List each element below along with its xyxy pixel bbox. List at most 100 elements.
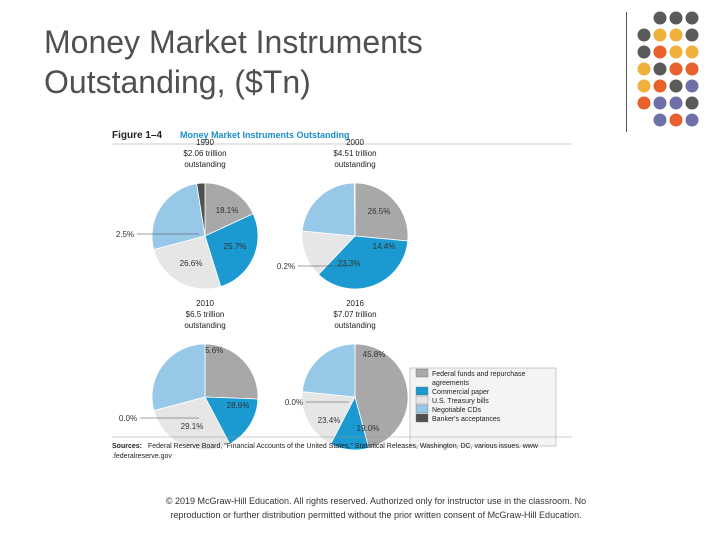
pie-2000: 2000$4.51 trillionoutstanding26.5%35.6%1…	[277, 138, 409, 290]
legend-box	[409, 367, 557, 447]
pie-year-label: 1990	[196, 138, 214, 147]
figure-title: Money Market Instruments Outstanding	[180, 130, 350, 140]
pie-slice	[301, 182, 356, 237]
decorative-dot	[685, 96, 699, 110]
legend-swatch	[415, 386, 429, 396]
pie-slice	[204, 396, 259, 445]
pie-data-label: 0.2%	[277, 262, 295, 271]
decorative-dot-grid	[637, 11, 699, 127]
legend-label: agreements	[432, 380, 469, 387]
copyright-notice: © 2019 McGraw-Hill Education. All rights…	[110, 494, 642, 522]
pie-data-label: 28.6%	[227, 401, 250, 410]
pie-slice	[317, 235, 409, 290]
legend-label: U.S. Treasury bills	[432, 398, 489, 405]
figure-label: Figure 1–4	[112, 130, 162, 141]
pie-total-label: $4.51 trillion	[333, 149, 376, 158]
pie-data-label: 25.7%	[224, 242, 247, 251]
legend-label: Banker's acceptances	[432, 416, 501, 423]
pie-total-label: $2.06 trillion	[183, 149, 226, 158]
pie-slice	[354, 343, 409, 449]
decorative-dot	[669, 11, 683, 25]
decorative-dot	[637, 96, 651, 110]
pie-data-label: 45.8%	[363, 350, 386, 359]
decorative-dot	[685, 62, 699, 76]
pie-slice	[204, 213, 259, 288]
pie-data-label: 0.0%	[119, 414, 137, 423]
pie-total-label: $7.07 trillion	[333, 310, 376, 319]
pie-slice	[153, 235, 222, 290]
pie-data-label: 26.5%	[368, 207, 391, 216]
pie-year-label: 2010	[196, 299, 214, 308]
legend-swatch	[415, 404, 429, 414]
pie-data-label: 25.6%	[201, 346, 224, 355]
decorative-dot	[669, 28, 683, 42]
decorative-dot	[653, 28, 667, 42]
pie-2016: 2016$7.07 trillionoutstanding45.8%11.8%1…	[285, 299, 409, 451]
pie-data-label: 29.1%	[181, 422, 204, 431]
legend-label: Commercial paper	[432, 389, 490, 396]
pie-note-label: outstanding	[334, 321, 375, 330]
pie-data-label: 14.4%	[373, 242, 396, 251]
pie-note-label: outstanding	[334, 160, 375, 169]
source-label: Sources:	[112, 443, 142, 450]
decorative-dot	[653, 79, 667, 93]
decorative-dot	[653, 11, 667, 25]
decorative-dot	[653, 113, 667, 127]
decorative-dot	[685, 11, 699, 25]
money-market-pie-charts: Figure 1–4 Money Market Instruments Outst…	[112, 130, 572, 460]
chart-legend: Federal funds and repurchase agreements Co…	[409, 367, 557, 447]
decorative-dot	[653, 62, 667, 76]
source-text-2: .federalreserve.gov	[112, 453, 172, 460]
pie-slice	[354, 182, 409, 242]
pie-data-label: 2.5%	[116, 230, 134, 239]
decorative-dot	[637, 28, 651, 42]
pie-slice	[151, 343, 206, 411]
pie-slice	[151, 183, 206, 250]
source-text: Federal Reserve Board, "Financial Accoun…	[148, 443, 539, 450]
pie-data-label: 0.0%	[285, 398, 303, 407]
decorative-dot	[653, 96, 667, 110]
decorative-dot	[669, 96, 683, 110]
decorative-dot	[669, 45, 683, 59]
pie-note-label: outstanding	[184, 160, 225, 169]
decorative-dot	[685, 113, 699, 127]
pie-slice	[204, 343, 259, 400]
pie-note-label: outstanding	[184, 321, 225, 330]
decorative-dot	[669, 113, 683, 127]
pie-data-label: 23.3%	[338, 259, 361, 268]
pie-total-label: $6.5 trillion	[186, 310, 225, 319]
pie-slice	[301, 391, 356, 445]
legend-swatch	[415, 395, 429, 405]
decorative-dot	[637, 45, 651, 59]
pie-2010: 2010$6.5 trillionoutstanding25.6%16.7%28…	[119, 299, 259, 451]
decorative-dot	[685, 28, 699, 42]
legend-swatch	[415, 368, 429, 378]
decorative-divider	[626, 12, 627, 132]
legend-label: Negotiable CDs	[432, 407, 482, 414]
decorative-dot	[669, 62, 683, 76]
legend-swatch	[415, 413, 429, 423]
slide-title-line-1: Money Market Instruments	[44, 24, 423, 60]
pie-data-label: 23.4%	[318, 416, 341, 425]
decorative-dot	[637, 79, 651, 93]
pie-data-label: 19.0%	[357, 424, 380, 433]
slide-title: Money Market Instruments Outstanding, ($…	[44, 22, 564, 102]
decorative-dot	[669, 79, 683, 93]
pie-slice	[301, 343, 356, 398]
pie-year-label: 2016	[346, 299, 364, 308]
decorative-dot	[685, 79, 699, 93]
decorative-dot	[653, 45, 667, 59]
pie-data-label: 18.1%	[216, 206, 239, 215]
slide-title-line-2: Outstanding, ($Tn)	[44, 64, 311, 100]
pie-1990: 1990$2.06 trillionoutstanding18.1%27.1%2…	[116, 138, 259, 290]
copyright-line-1: © 2019 McGraw-Hill Education. All rights…	[165, 496, 587, 506]
pie-slice	[204, 182, 254, 237]
pie-slice	[353, 182, 356, 237]
pie-year-label: 2000	[346, 138, 364, 147]
legend-label: Federal funds and repurchase	[432, 371, 525, 378]
decorative-dot	[685, 45, 699, 59]
copyright-line-2: reproduction or further distribution per…	[170, 510, 582, 520]
pie-slice	[196, 182, 206, 237]
pie-data-label: 26.6%	[180, 259, 203, 268]
decorative-dot	[637, 62, 651, 76]
